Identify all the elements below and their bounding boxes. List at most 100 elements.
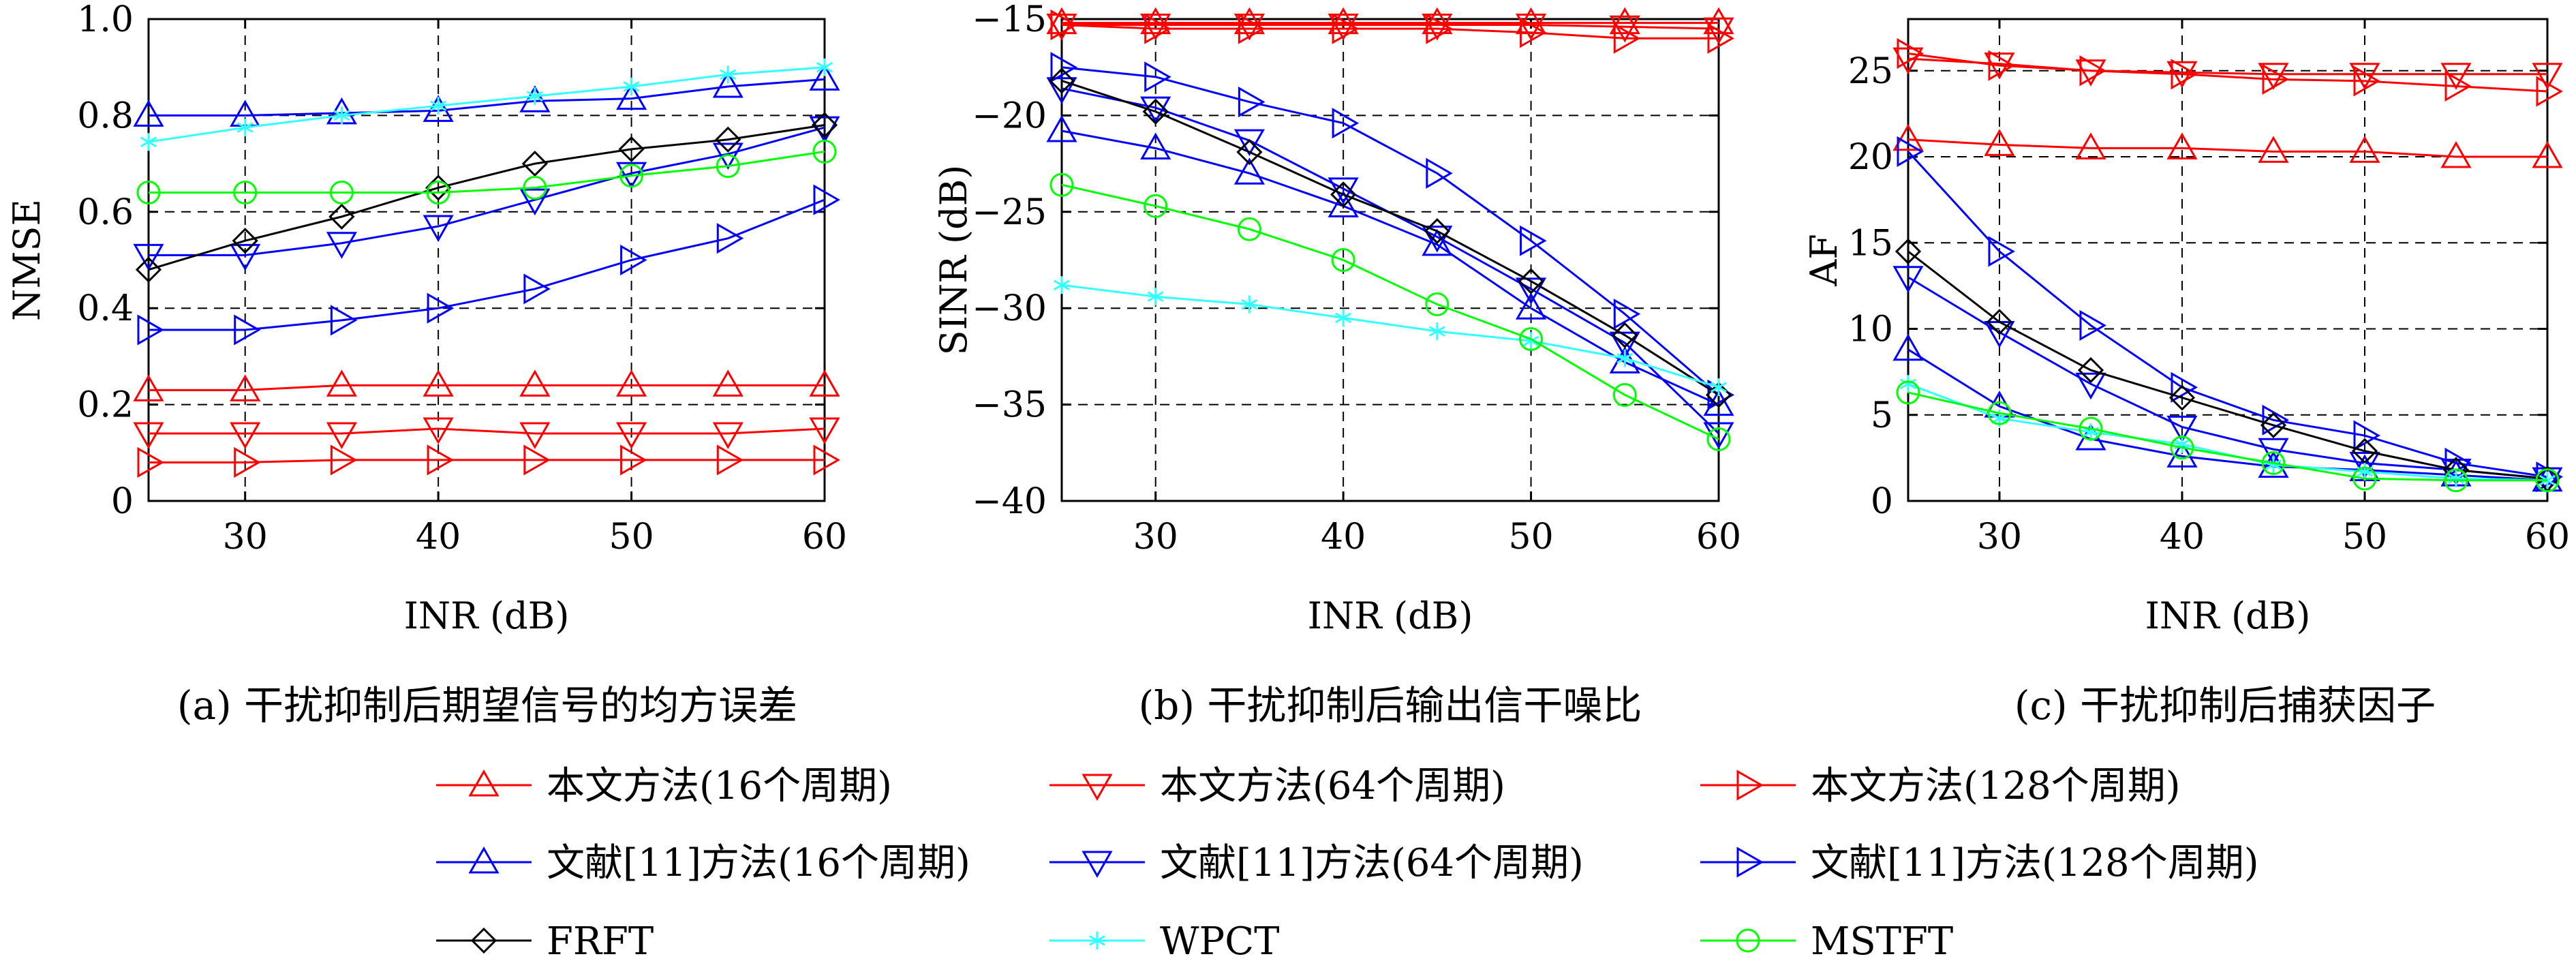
data-point-marker xyxy=(1140,13,1171,41)
data-point-marker xyxy=(2258,136,2289,163)
data-point-marker xyxy=(1703,388,1734,416)
data-point-marker xyxy=(2079,416,2103,441)
y-tick-label: 0.2 xyxy=(77,385,134,426)
data-point-marker xyxy=(1425,292,1450,317)
legend-label: 本文方法(64个周期) xyxy=(1160,764,1505,808)
legend-marker xyxy=(468,769,500,797)
series-line xyxy=(1062,23,1719,30)
series-line xyxy=(1061,129,1719,406)
y-tick-label: 1.0 xyxy=(77,0,134,40)
data-point-marker xyxy=(1518,268,1544,294)
data-point-marker xyxy=(1515,292,1547,320)
data-point-marker xyxy=(2077,356,2104,384)
data-point-marker xyxy=(712,422,743,450)
data-point-marker xyxy=(615,82,647,110)
data-point-marker xyxy=(1233,129,1266,157)
legend-marker xyxy=(1082,774,1113,802)
data-point-marker xyxy=(427,444,455,476)
data-point-marker xyxy=(2349,63,2380,90)
data-point-marker xyxy=(1238,87,1266,118)
data-point-marker xyxy=(2262,63,2290,95)
data-point-marker xyxy=(1050,52,1078,83)
data-point-marker xyxy=(2075,372,2106,400)
data-point-marker xyxy=(1520,225,1547,256)
y-tick-label: 0.4 xyxy=(77,288,134,329)
y-tick-label: 0 xyxy=(111,481,134,522)
legend-label: 文献[11]方法(128个周期) xyxy=(1811,841,2259,885)
legend-marker xyxy=(1736,928,1760,953)
data-point-marker xyxy=(716,154,740,179)
data-point-marker xyxy=(1049,172,1074,197)
panel-caption: (c) 干扰抑制后捕获因子 xyxy=(2014,682,2436,729)
data-point-marker xyxy=(133,422,164,450)
series xyxy=(1050,9,1735,54)
data-point-marker xyxy=(326,422,358,450)
data-point-marker xyxy=(1987,401,2012,425)
data-point-marker xyxy=(715,126,741,153)
data-point-marker xyxy=(1142,98,1169,125)
series xyxy=(135,112,838,283)
data-point-marker xyxy=(2534,466,2561,492)
data-point-marker xyxy=(521,150,548,177)
data-point-marker xyxy=(523,273,551,305)
data-point-marker xyxy=(1426,157,1453,189)
data-point-marker xyxy=(1710,378,1728,397)
data-point-marker xyxy=(234,314,261,346)
data-point-marker xyxy=(1422,13,1453,41)
series-line xyxy=(148,66,825,143)
data-point-marker xyxy=(1332,13,1360,44)
data-point-marker xyxy=(427,292,455,324)
data-point-marker xyxy=(2532,140,2563,168)
series-line xyxy=(1907,151,2548,478)
data-point-marker xyxy=(326,369,358,397)
x-tick-label: 40 xyxy=(1321,517,1366,558)
series xyxy=(1053,276,1728,397)
legend-label: 本文方法(16个周期) xyxy=(547,764,892,808)
x-tick-label: 30 xyxy=(1977,517,2022,558)
data-point-marker xyxy=(615,369,647,397)
series-line xyxy=(1061,284,1719,388)
data-point-marker xyxy=(2440,63,2472,90)
data-point-marker xyxy=(1144,61,1171,93)
x-tick-label: 30 xyxy=(1133,517,1178,558)
series xyxy=(1896,380,2560,493)
data-point-marker xyxy=(333,106,350,125)
data-point-marker xyxy=(1422,7,1453,35)
data-point-marker xyxy=(1428,322,1445,341)
data-point-marker xyxy=(1892,123,1924,151)
y-tick-label: −20 xyxy=(972,95,1047,136)
data-point-marker xyxy=(2166,415,2198,443)
chart-panel-2: 30 40 50 60 −40 −35 −30 −25 −20 −15 INR (dB) SINR (… xyxy=(932,0,1741,729)
panel-caption: (b) 干扰抑制后输出信干噪比 xyxy=(1139,682,1642,729)
data-point-marker xyxy=(423,369,454,397)
data-point-marker xyxy=(2262,404,2290,436)
y-tick-label: 20 xyxy=(1848,137,1893,178)
plot-frame xyxy=(1060,18,1720,502)
data-point-marker xyxy=(230,243,261,271)
data-point-marker xyxy=(809,369,840,397)
data-point-marker xyxy=(230,374,261,401)
data-point-marker xyxy=(1892,333,1924,361)
data-point-marker xyxy=(813,444,841,476)
plot-frame xyxy=(1907,18,2549,502)
series xyxy=(137,444,841,478)
data-point-marker xyxy=(620,444,647,476)
data-point-marker xyxy=(526,87,543,106)
data-point-marker xyxy=(232,228,258,254)
data-point-marker xyxy=(712,142,743,170)
series-line xyxy=(1907,391,2547,482)
legend-entry: 本文方法(16个周期) xyxy=(436,764,892,808)
data-point-marker xyxy=(326,232,358,259)
legend-entry: WPCT xyxy=(1049,919,1279,961)
data-point-marker xyxy=(809,63,840,91)
data-point-marker xyxy=(519,369,551,397)
x-tick-label: 40 xyxy=(2160,517,2205,558)
x-tick-label: 30 xyxy=(223,517,268,558)
data-point-marker xyxy=(136,181,161,205)
y-axis-label: AF xyxy=(1803,234,1845,286)
x-tick-label: 50 xyxy=(2342,517,2387,558)
data-point-marker xyxy=(615,422,647,450)
legend-label: MSTFT xyxy=(1811,919,1953,961)
data-point-marker xyxy=(1612,382,1637,407)
data-point-marker xyxy=(423,215,454,243)
